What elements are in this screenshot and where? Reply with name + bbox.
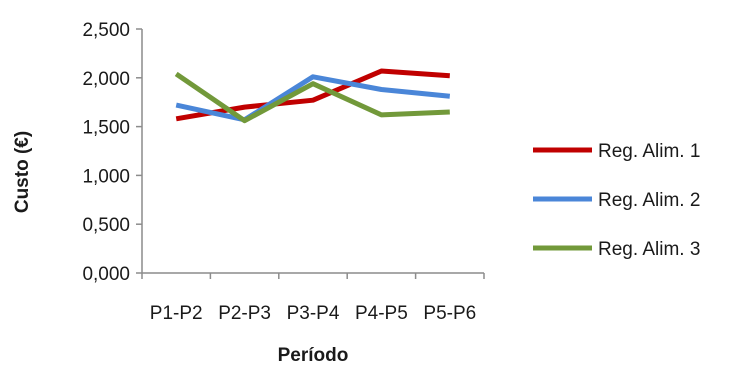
y-tick-marks	[136, 28, 142, 274]
y-tick-label: 2,500	[82, 20, 130, 41]
series-line-3	[174, 71, 450, 124]
y-tick-label: 0,500	[82, 215, 130, 236]
y-tick-label: 0,000	[82, 264, 130, 285]
legend: Reg. Alim. 1 Reg. Alim. 2 Reg. Alim. 3	[533, 141, 700, 260]
y-tick-label: 1,500	[82, 118, 130, 139]
plot-area: 0,000 0,500 1,000 1,500 2,000 2,500 P1-P2 P2-P…	[82, 20, 485, 324]
x-tick-label: P5-P6	[423, 303, 476, 324]
series-line-2	[175, 74, 451, 123]
x-tick-marks	[141, 273, 485, 279]
y-tick-labels: 0,000 0,500 1,000 1,500 2,000 2,500	[82, 20, 130, 285]
x-tick-label: P4-P5	[355, 303, 408, 324]
legend-label-3: Reg. Alim. 3	[598, 239, 700, 260]
legend-label-2: Reg. Alim. 2	[598, 190, 700, 211]
x-axis-title: Período	[278, 345, 349, 366]
x-tick-labels: P1-P2 P2-P3 P3-P4 P4-P5 P5-P6	[150, 303, 476, 324]
series-lines	[174, 68, 451, 124]
y-axis-title: Custo (€)	[12, 131, 33, 213]
x-tick-label: P2-P3	[218, 303, 271, 324]
y-tick-label: 1,000	[82, 166, 130, 187]
legend-label-1: Reg. Alim. 1	[598, 141, 700, 162]
series-line-1	[175, 68, 450, 122]
x-tick-label: P3-P4	[287, 303, 340, 324]
x-tick-label: P1-P2	[150, 303, 203, 324]
y-tick-label: 2,000	[82, 69, 130, 90]
